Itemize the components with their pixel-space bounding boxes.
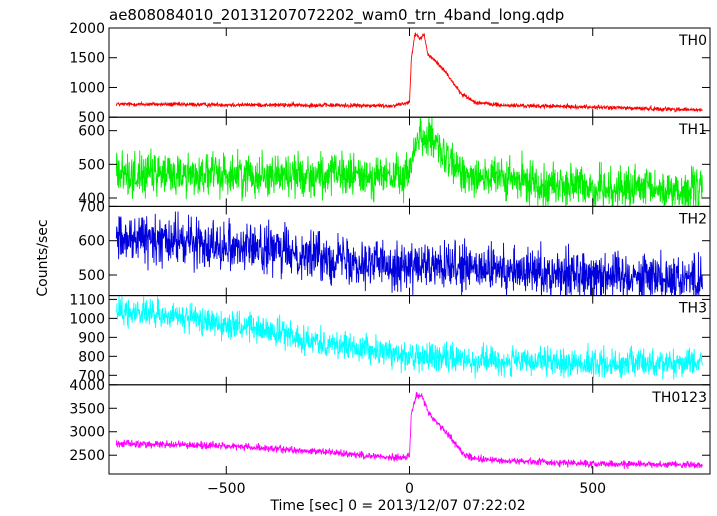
panel-th0123: 2500 3000 3500 4000 TH0123: [69, 378, 711, 475]
x-tick-label: −500: [207, 481, 245, 497]
series-th3-line: [115, 295, 703, 380]
y-tick-label: 1100: [69, 292, 105, 308]
chart-title: ae808084010_20131207072202_wam0_trn_4ban…: [109, 6, 564, 25]
panel-th0: 500 1000 1500 2000 TH0: [69, 21, 711, 126]
series-th0123-line: [115, 392, 703, 469]
y-tick-label: 3000: [69, 425, 105, 441]
y-tick-label: 2000: [69, 21, 105, 37]
x-axis-label: Time [sec] 0 = 2013/12/07 07:22:02: [269, 498, 525, 514]
x-tick-label: 500: [579, 481, 606, 497]
panel-label-th0123: TH0123: [651, 390, 707, 406]
y-tick-label: 500: [78, 110, 105, 126]
y-tick-label: 500: [78, 268, 105, 284]
panel-th1: 400 500 600 TH1: [78, 116, 711, 207]
x-tick-label: 0: [405, 481, 414, 497]
y-tick-label: 3500: [69, 401, 105, 417]
series-th0-line: [115, 32, 703, 113]
y-tick-label: 600: [78, 234, 105, 250]
y-tick-label: 1000: [69, 80, 105, 96]
panel-label-th2: TH2: [678, 211, 707, 227]
y-tick-label: 1000: [69, 311, 105, 327]
panel-label-th0: TH0: [678, 33, 707, 49]
y-tick-label: 800: [78, 349, 105, 365]
series-th2-line: [115, 211, 703, 296]
y-tick-label: 900: [78, 330, 105, 346]
y-tick-label: 400: [78, 191, 105, 207]
y-tick-label: 4000: [69, 378, 105, 394]
panel-th3: 700 800 900 1000 1100 TH3: [69, 292, 711, 386]
y-tick-label: 2500: [69, 448, 105, 464]
panel-th2: 500 600 700 TH2: [78, 199, 711, 297]
y-tick-label: 600: [78, 124, 105, 140]
y-tick-label: 700: [78, 199, 105, 215]
x-axis: −500 0 500: [207, 481, 606, 497]
y-axis-label: Counts/sec: [35, 219, 51, 296]
y-tick-label: 1500: [69, 51, 105, 67]
y-tick-label: 500: [78, 157, 105, 173]
series-th1-line: [115, 117, 703, 207]
panel-label-th3: TH3: [678, 301, 707, 317]
panel-label-th1: TH1: [678, 122, 707, 138]
panel-frame: [108, 384, 711, 475]
y-tick-label: 700: [78, 368, 105, 384]
